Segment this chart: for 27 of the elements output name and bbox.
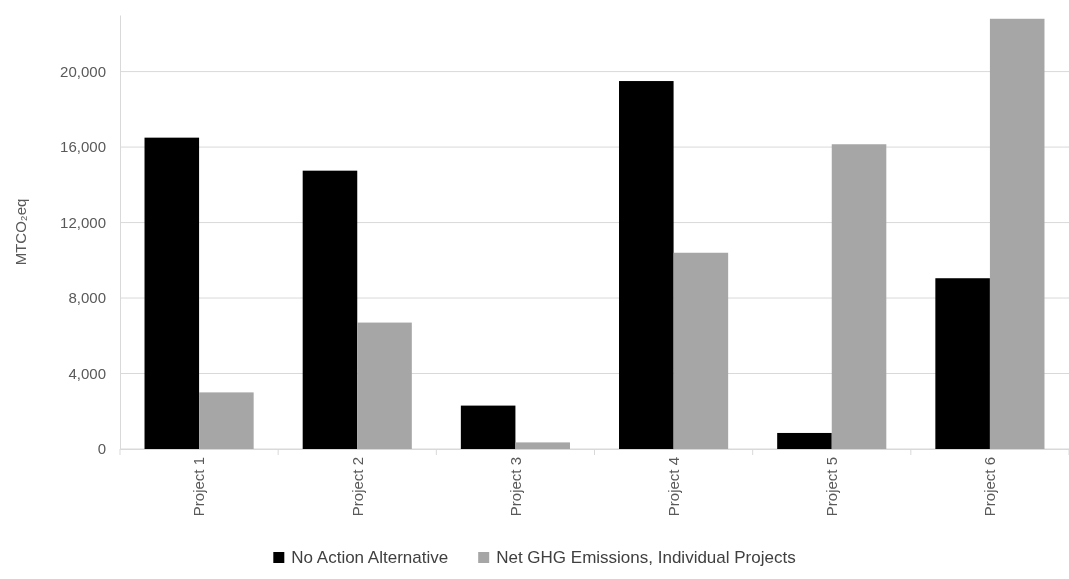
legend-label: No Action Alternative bbox=[291, 548, 449, 567]
x-tick-label: Project 1 bbox=[190, 457, 208, 517]
bar bbox=[673, 252, 729, 449]
x-tick-label: Project 2 bbox=[348, 457, 366, 517]
legend-label: Net GHG Emissions, Individual Projects bbox=[496, 548, 796, 567]
y-tick-label: 8,000 bbox=[68, 289, 106, 307]
bar bbox=[619, 81, 674, 449]
bar bbox=[460, 405, 516, 449]
bar bbox=[144, 137, 200, 449]
bar bbox=[831, 144, 887, 449]
bar bbox=[777, 432, 832, 449]
bar bbox=[357, 322, 412, 449]
bar bbox=[515, 442, 570, 449]
y-tick-label: 16,000 bbox=[60, 138, 106, 156]
x-tick-label: Project 5 bbox=[823, 457, 840, 517]
x-tick-label: Project 3 bbox=[506, 457, 524, 517]
bar bbox=[989, 18, 1045, 449]
bar bbox=[199, 392, 254, 449]
bar bbox=[302, 170, 358, 449]
y-tick-label: 20,000 bbox=[60, 62, 106, 80]
x-tick-label: Project 4 bbox=[664, 457, 682, 517]
y-tick-label: 4,000 bbox=[68, 364, 106, 382]
y-axis-title: MTCO₂eq bbox=[12, 198, 29, 266]
bar bbox=[935, 278, 990, 449]
x-tick-label: Project 6 bbox=[981, 457, 999, 517]
y-tick-label: 12,000 bbox=[60, 213, 106, 231]
y-tick-label: 0 bbox=[97, 440, 106, 458]
